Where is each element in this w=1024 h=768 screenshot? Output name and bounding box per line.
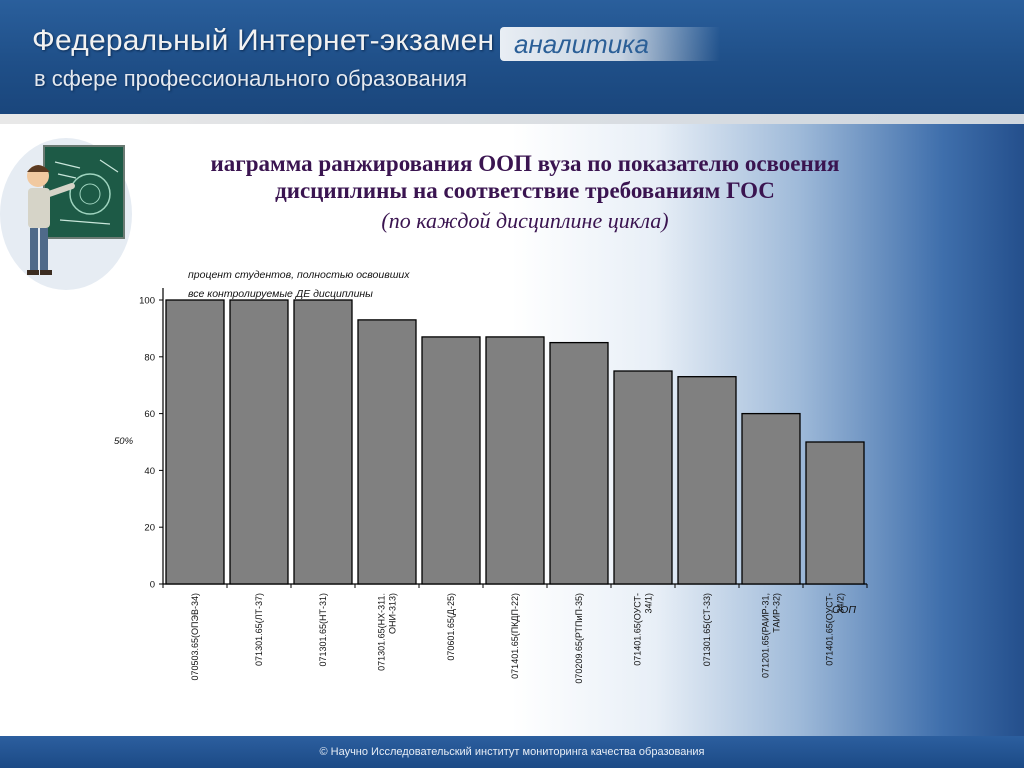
x-tick-label: 070601.65(Д-25) xyxy=(446,593,456,661)
bar xyxy=(421,336,481,585)
x-tick-label: 34/1) xyxy=(644,593,654,614)
bar xyxy=(165,299,225,585)
y-axis-label-line-1: процент студентов, полностью освоивших xyxy=(188,269,410,281)
slide-title-line-1: иаграмма ранжирования ООП вуза по показа… xyxy=(210,151,840,176)
slide-subtitle: (по каждой дисциплине цикла) xyxy=(381,208,669,233)
x-tick-label: 071401.65(ОУСТ- xyxy=(825,593,835,666)
y-tick-label: 60 xyxy=(144,409,155,420)
x-tick-label: 071401.65(ОУСТ- xyxy=(633,593,643,666)
x-tick-label: 071301.65(НХ-311. xyxy=(377,593,387,671)
bar xyxy=(677,376,737,585)
y-tick-label: 100 xyxy=(139,296,155,307)
bar xyxy=(613,370,673,585)
badge-background xyxy=(500,27,720,61)
y-tick-label: 20 xyxy=(144,523,155,534)
reference-label: 50% xyxy=(114,436,134,447)
copyright-text: © Научно Исследовательский институт мони… xyxy=(319,746,705,758)
bar xyxy=(357,319,417,585)
teacher-illustration-icon xyxy=(0,138,132,290)
x-axis-label: ООП xyxy=(832,604,856,616)
x-tick-label: ТАИР-32) xyxy=(772,593,782,633)
x-tick-label: 070503.65(ОПЭВ-34) xyxy=(190,593,200,681)
y-tick-label: 40 xyxy=(144,466,155,477)
x-tick-label: 071401.65(ПКДП-22) xyxy=(510,593,520,679)
x-tick-label: 071301.65(НТ-31) xyxy=(318,593,328,667)
header-subtitle: в сфере профессионального образования xyxy=(34,66,468,91)
bar xyxy=(741,412,801,585)
bar xyxy=(293,299,353,585)
bar xyxy=(549,341,609,585)
x-tick-label: 071301.65(СТ-33) xyxy=(702,593,712,666)
x-tick-label: 070209.65(РТПиП-35) xyxy=(574,593,584,684)
header-divider xyxy=(0,114,1024,124)
slide-title: иаграмма ранжирования ООП вуза по показа… xyxy=(130,150,920,204)
footer-bar xyxy=(0,736,1024,768)
y-tick-label: 80 xyxy=(144,352,155,363)
x-tick-label: 071301.65(ЛТ-37) xyxy=(254,593,264,666)
analytics-badge: аналитика xyxy=(514,29,649,59)
x-tick-label: 34/2) xyxy=(836,593,846,614)
y-tick-label: 0 xyxy=(150,580,155,591)
y-axis-label-line-2: все контролируемые ДЕ дисциплины xyxy=(188,288,373,300)
slide-title-line-2: дисциплины на соответствие требованиям Г… xyxy=(275,178,775,203)
bar xyxy=(485,336,545,585)
x-tick-label: 071201.65(РАИР-31, xyxy=(761,593,771,678)
chart-plot-area: 0 20 40 60 80 100 070503.65(ОПЭВ-34) 071301.65(… xyxy=(139,288,868,684)
header-title: Федеральный Интернет-экзамен xyxy=(32,24,495,57)
x-tick-label: ОНИ-313) xyxy=(388,593,398,634)
bar xyxy=(805,441,865,585)
bar xyxy=(229,299,289,585)
